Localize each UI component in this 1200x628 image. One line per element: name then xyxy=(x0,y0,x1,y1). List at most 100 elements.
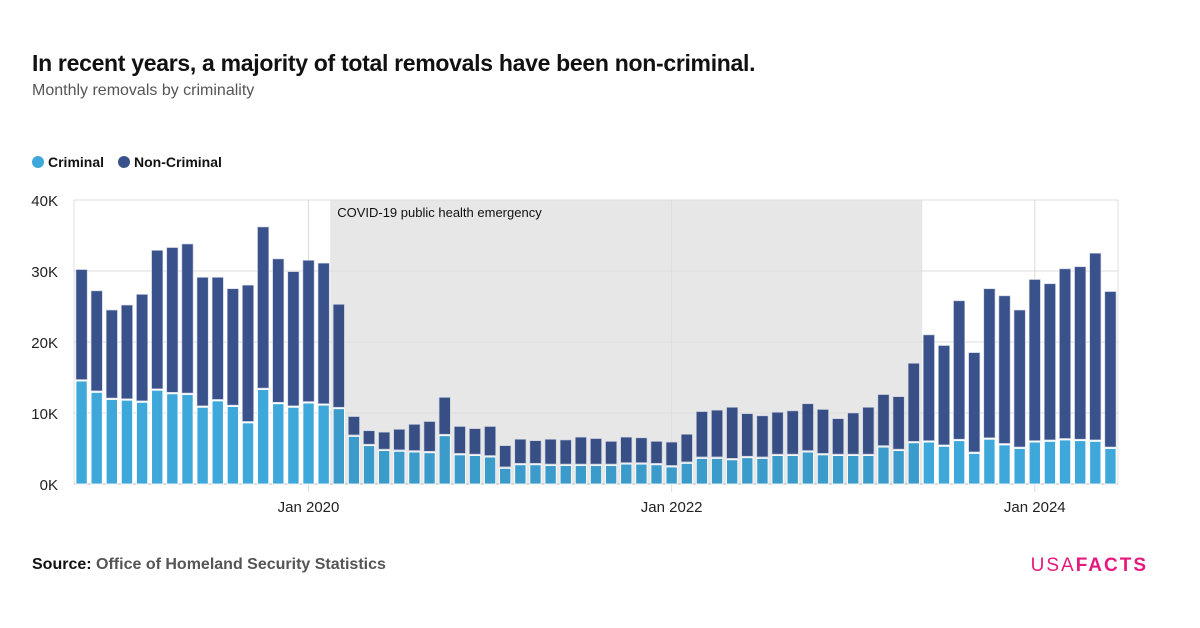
bar-criminal xyxy=(816,454,829,485)
bar-criminal xyxy=(741,457,754,485)
bar-criminal xyxy=(1074,440,1087,485)
bar-non-criminal xyxy=(136,294,148,402)
bar-non-criminal xyxy=(998,295,1011,444)
usafacts-logo[interactable]: USAFACTS xyxy=(1031,555,1148,577)
bar-criminal xyxy=(181,394,194,485)
y-tick-label: 40K xyxy=(31,193,58,210)
bar-criminal xyxy=(590,465,602,485)
bar-non-criminal xyxy=(1028,279,1041,441)
bar-criminal xyxy=(408,451,421,485)
bar-non-criminal xyxy=(696,411,708,458)
bar-non-criminal xyxy=(801,403,814,451)
bar-non-criminal xyxy=(1104,291,1117,448)
bar-non-criminal xyxy=(756,415,769,458)
bar-non-criminal xyxy=(862,407,875,455)
bar-criminal xyxy=(120,399,133,485)
chart-subtitle: Monthly removals by criminality xyxy=(32,82,255,99)
bar-criminal xyxy=(665,466,678,485)
bar-criminal xyxy=(378,450,391,485)
bar-non-criminal xyxy=(393,429,406,451)
y-tick-label: 30K xyxy=(31,264,58,281)
bar-criminal xyxy=(302,402,315,485)
bar-non-criminal xyxy=(151,250,164,390)
bar-non-criminal xyxy=(892,396,905,450)
bar-non-criminal xyxy=(332,304,345,408)
bar-criminal xyxy=(317,404,330,485)
bar-non-criminal xyxy=(242,284,254,422)
bar-non-criminal xyxy=(453,426,466,454)
bar-criminal xyxy=(1043,440,1056,485)
bar-criminal xyxy=(529,464,542,485)
bar-criminal xyxy=(90,392,103,485)
bar-non-criminal xyxy=(378,431,391,450)
bar-non-criminal xyxy=(680,433,693,463)
bar-non-criminal xyxy=(181,243,194,394)
bar-non-criminal xyxy=(665,441,678,466)
bar-non-criminal xyxy=(90,290,103,392)
bar-non-criminal xyxy=(438,397,451,435)
bar-non-criminal xyxy=(196,277,209,407)
bar-criminal xyxy=(711,458,724,485)
bar-non-criminal xyxy=(302,260,315,402)
bar-criminal xyxy=(438,435,451,485)
y-tick-label: 0K xyxy=(40,477,58,494)
bar-non-criminal xyxy=(817,409,829,454)
bar-non-criminal xyxy=(983,288,996,439)
bar-criminal xyxy=(877,446,890,485)
bar-criminal xyxy=(892,450,905,485)
bar-non-criminal xyxy=(620,436,633,463)
bar-criminal xyxy=(1013,448,1026,485)
legend-label-non-criminal: Non-Criminal xyxy=(134,154,222,170)
bar-non-criminal xyxy=(771,411,784,455)
bar-criminal xyxy=(953,440,966,485)
bar-non-criminal xyxy=(105,309,118,399)
bar-criminal xyxy=(922,441,935,485)
bar-criminal xyxy=(347,436,360,485)
bar-non-criminal xyxy=(317,262,330,404)
legend-item-non-criminal[interactable]: Non-Criminal xyxy=(118,154,222,170)
bar-criminal xyxy=(620,463,633,485)
bar-non-criminal xyxy=(211,277,224,400)
bar-non-criminal xyxy=(922,334,935,441)
legend-item-criminal[interactable]: Criminal xyxy=(32,154,104,170)
bar-criminal xyxy=(484,456,497,485)
legend: Criminal Non-Criminal xyxy=(32,154,222,170)
bar-non-criminal xyxy=(953,300,966,440)
x-tick-label: Jan 2022 xyxy=(641,499,703,516)
bar-non-criminal xyxy=(514,438,527,464)
bar-non-criminal xyxy=(423,421,436,452)
bar-non-criminal xyxy=(590,438,602,465)
bar-criminal xyxy=(287,406,300,485)
x-tick-label: Jan 2024 xyxy=(1004,499,1066,516)
bar-criminal xyxy=(151,389,164,485)
source: Source: Office of Homeland Security Stat… xyxy=(32,556,386,574)
logo-text-facts: FACTS xyxy=(1075,555,1148,576)
bar-criminal xyxy=(468,455,481,485)
bar-non-criminal xyxy=(348,416,360,436)
bar-non-criminal xyxy=(605,441,618,465)
bar-criminal xyxy=(226,406,239,485)
annotation-label: COVID-19 public health emergency xyxy=(337,205,542,220)
chart-title: In recent years, a majority of total rem… xyxy=(32,50,756,76)
bar-criminal xyxy=(242,422,254,485)
bar-criminal xyxy=(166,393,179,485)
bar-non-criminal xyxy=(1044,283,1056,441)
y-tick-label: 20K xyxy=(31,335,58,352)
bar-criminal xyxy=(559,465,572,485)
bar-criminal xyxy=(862,455,875,485)
x-tick-label: Jan 2020 xyxy=(278,499,340,516)
bar-non-criminal xyxy=(938,345,950,446)
bar-non-criminal xyxy=(257,226,270,389)
bar-non-criminal xyxy=(635,437,648,463)
bar-criminal xyxy=(968,453,981,485)
bar-non-criminal xyxy=(574,436,587,465)
bar-non-criminal xyxy=(121,304,133,400)
bar-criminal xyxy=(257,389,270,485)
bar-non-criminal xyxy=(166,247,179,393)
bar-criminal xyxy=(605,465,618,485)
bar-criminal xyxy=(1104,448,1117,485)
bar-criminal xyxy=(499,467,512,485)
bar-non-criminal xyxy=(363,430,375,445)
bar-criminal xyxy=(998,444,1011,485)
